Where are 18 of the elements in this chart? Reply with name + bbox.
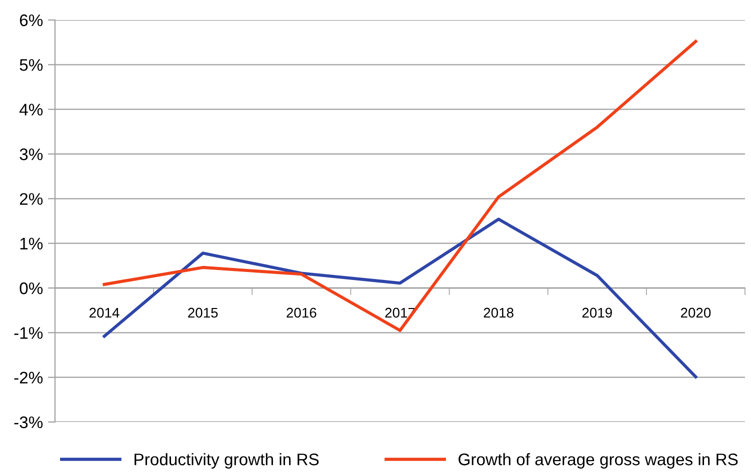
y-tick-label: 1% — [20, 238, 43, 250]
y-tick-label: 5% — [20, 59, 43, 71]
x-tick-label: 2018 — [484, 308, 514, 318]
x-tick-label: 2015 — [188, 308, 218, 318]
y-tick-label: 2% — [20, 193, 43, 205]
y-tick-label: 3% — [20, 148, 43, 160]
y-tick-label: 6% — [20, 14, 43, 26]
y-tick-label: -1% — [14, 327, 43, 339]
y-tick-label: 0% — [20, 282, 43, 294]
x-tick-label: 2020 — [680, 308, 711, 318]
x-tick-label: 2016 — [286, 308, 316, 318]
x-tick-label: 2014 — [90, 308, 120, 318]
y-tick-label: -2% — [14, 372, 43, 384]
legend-label: Productivity growth in RS — [134, 453, 319, 469]
legend-label: Growth of average gross wages in RS — [458, 453, 738, 469]
y-tick-label: -3% — [14, 416, 43, 428]
y-tick-label: 4% — [19, 104, 43, 116]
x-tick-label: 2019 — [582, 308, 612, 318]
